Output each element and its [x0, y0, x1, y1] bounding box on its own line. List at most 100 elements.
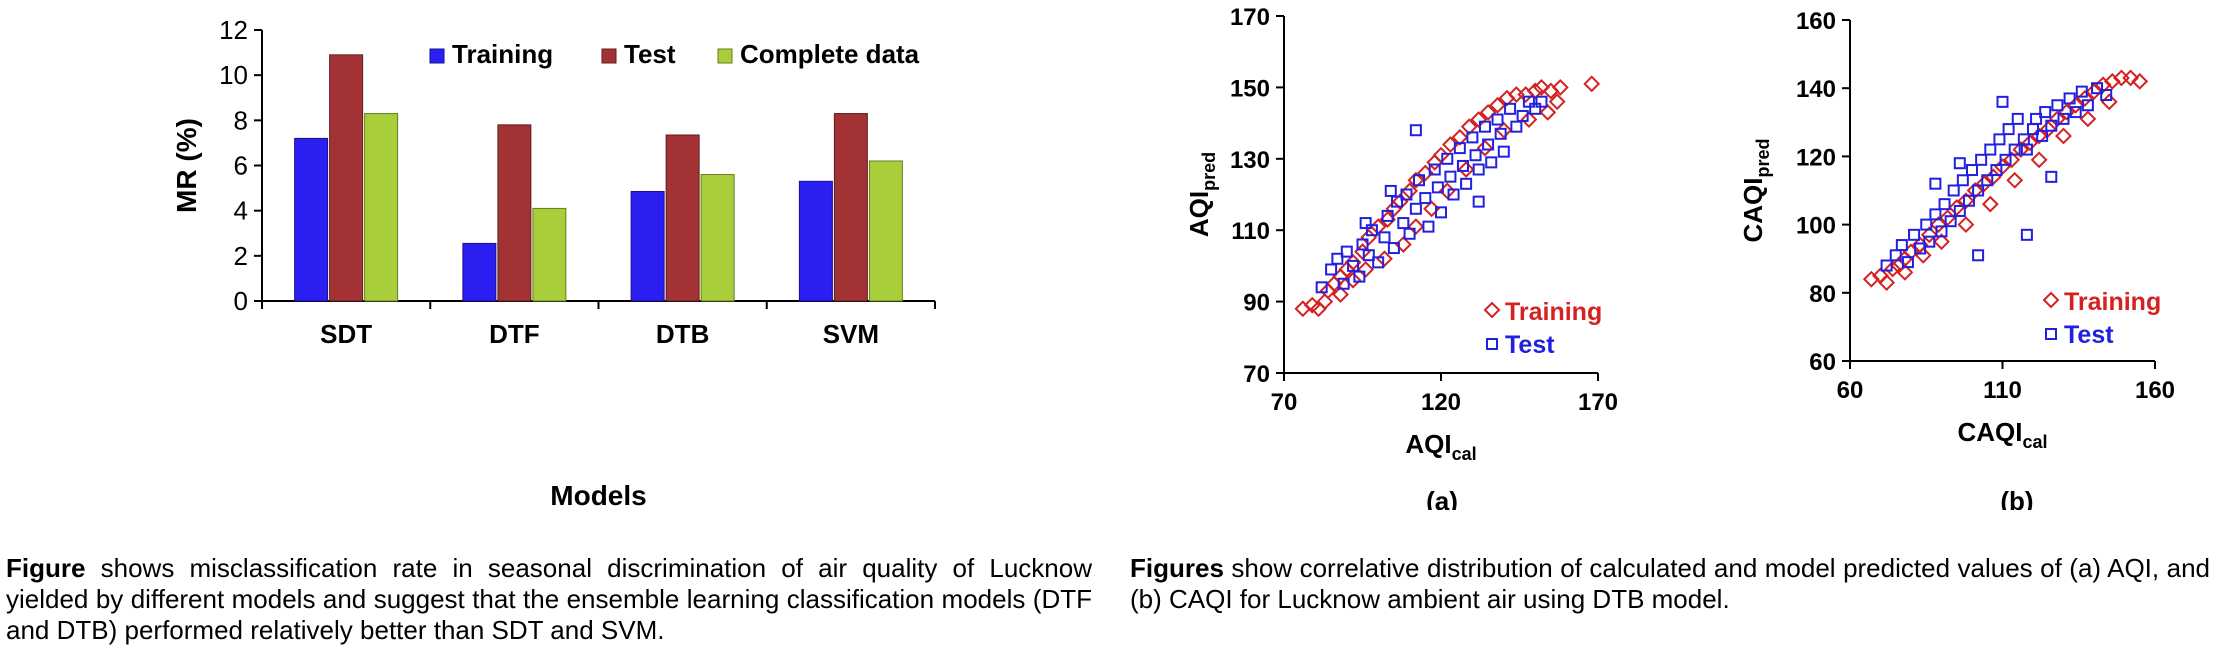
bar-training [462, 242, 497, 302]
point-test [1325, 263, 1338, 276]
point-training [1476, 139, 1494, 157]
point-test [1956, 174, 1969, 187]
point-test [1895, 239, 1908, 252]
point-test [2075, 85, 2088, 98]
point-training [1460, 118, 1478, 136]
point-training [2122, 69, 2140, 87]
point-training [2079, 110, 2097, 128]
x-tick-label: 60 [1837, 377, 1864, 404]
y-tick-label: 130 [1230, 147, 1270, 174]
point-test [1453, 142, 1466, 155]
bar-chart: 0 2 4 6 8 10 12 SDT DTF DTB SVM Training Test Complet… [171, 15, 936, 510]
point-training [1357, 261, 1375, 278]
bar-complete-data [868, 160, 903, 302]
point-training [1316, 293, 1334, 311]
point-test [1966, 164, 1978, 177]
y-axis-title: CAQIpred [1738, 138, 1773, 242]
point-test [1522, 95, 1535, 108]
x-axis-title-main: CAQI [1957, 417, 2022, 447]
x-axis-title-sub: cal [1452, 444, 1477, 464]
point-test [1990, 164, 2003, 177]
x-tick-label: DTF [489, 319, 540, 349]
y-tick-label: 10 [219, 60, 248, 90]
point-test [2063, 92, 2076, 105]
y-tick-label: 4 [234, 196, 248, 226]
bar-test [329, 54, 364, 302]
point-training [1933, 233, 1950, 251]
point-test [1472, 163, 1485, 176]
point-training [1548, 93, 1566, 111]
point-test [1944, 215, 1957, 228]
point-test [1444, 170, 1457, 183]
point-test [1510, 120, 1523, 133]
legend-label: Test [624, 39, 676, 69]
point-training [1862, 270, 1880, 288]
point-training [1360, 228, 1378, 246]
point-test [2100, 89, 2113, 102]
point-test [1535, 95, 1548, 108]
bar-test [497, 124, 532, 302]
point-test [1901, 256, 1914, 269]
y-axis-title-sub: pred [1199, 152, 1219, 191]
y-tick-label: 6 [234, 151, 248, 181]
point-training [2103, 72, 2121, 90]
legend-swatch [717, 48, 733, 64]
point-training [1520, 111, 1538, 128]
point-training [1479, 103, 1497, 121]
point-training [1930, 216, 1947, 234]
point-test [1365, 224, 1378, 237]
point-training [2006, 171, 2024, 189]
point-test [1482, 138, 1495, 151]
point-test [1419, 192, 1432, 205]
point-test [1953, 157, 1966, 170]
point-test [1908, 228, 1921, 241]
point-test [1460, 177, 1473, 190]
caption-right-bold: Figures [1130, 553, 1224, 583]
point-test [1356, 238, 1369, 251]
y-tick-label: 2 [234, 241, 248, 271]
y-tick-label: 170 [1230, 4, 1270, 31]
point-test [1935, 225, 1948, 238]
legend-label: Complete data [740, 39, 920, 69]
point-test [2039, 106, 2052, 119]
legend-label: Training [1505, 298, 1602, 326]
point-training [1920, 226, 1938, 244]
point-test [1372, 256, 1385, 269]
point-training [1981, 195, 1999, 213]
point-test [1996, 95, 2009, 108]
x-tick-label: SDT [320, 319, 372, 349]
point-test [2008, 143, 2021, 156]
point-training [1975, 175, 1993, 193]
x-axis-title: Models [550, 480, 646, 510]
legend-label: Training [452, 39, 553, 69]
bar-test [665, 134, 700, 302]
point-training [2100, 93, 2118, 111]
x-tick-label: 170 [1578, 389, 1618, 416]
point-test [1889, 249, 1902, 262]
point-test [2020, 228, 2033, 241]
point-training [1966, 182, 1984, 199]
point-test [1981, 174, 1994, 187]
y-axis-title: AQIpred [1184, 152, 1219, 237]
point-test [1400, 188, 1413, 201]
y-tick-label: 12 [219, 15, 248, 45]
y-tick-label: 80 [1809, 281, 1836, 308]
panel-label: (a) [1426, 486, 1458, 510]
point-training [2021, 134, 2039, 152]
legend-label: Training [2064, 288, 2161, 316]
point-test [1315, 281, 1328, 294]
point-test [1929, 177, 1942, 190]
point-test [1359, 217, 1372, 230]
point-test [1337, 277, 1350, 290]
scatter-chart-caqi: 60 80 100 120 140 160 60 110 160 Training Test CAQI… [1738, 8, 2175, 510]
point-test [1331, 252, 1344, 265]
point-training [2003, 151, 2021, 169]
point-training [2048, 110, 2066, 128]
bar-training [630, 190, 665, 302]
point-test [1428, 163, 1441, 176]
point-test [2045, 170, 2058, 183]
point-test [1431, 181, 1444, 194]
y-tick-label: 160 [1796, 8, 1836, 35]
x-axis-title: AQIcal [1405, 429, 1476, 464]
